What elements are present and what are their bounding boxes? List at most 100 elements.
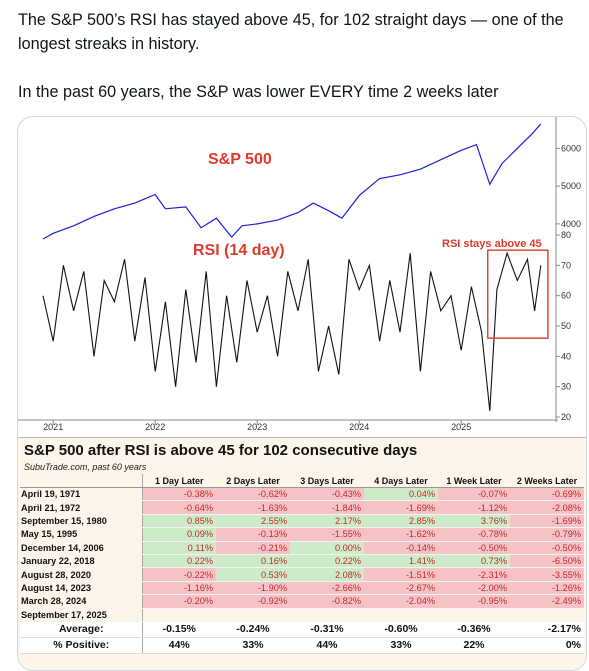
y-tick-label: 70 [561,260,571,270]
y-tick-label: 5000 [561,181,581,191]
rsi-streak-box [487,249,549,339]
row-value [510,608,584,622]
row-value [364,608,438,622]
row-value: 0.22% [142,554,216,569]
row-value: -6.50% [510,554,584,569]
average-value: -0.36% [438,620,510,638]
row-date: April 19, 1971 [20,487,143,502]
row-date: August 28, 2020 [20,567,143,582]
positive-value: 44% [142,637,216,654]
row-value: -0.13% [216,527,290,542]
row-value: -0.20% [142,594,216,609]
table-row: August 14, 2023 -1.16% -1.90% -2.66% -2.67% -… [20,581,584,596]
row-value: -2.67% [364,581,438,596]
header-col-5: 1 Week Later [438,474,510,488]
row-date: September 17, 2025 [20,608,143,622]
table-row: August 28, 2020 -0.22% 0.53% 2.08% -1.51% -2.… [20,567,584,582]
row-value [216,608,290,622]
chart-svg: 2021 2022 2023 2024 2025 4000 5000 6000 20 30 40 50… [18,117,581,432]
row-value: -0.50% [510,541,584,555]
table-body: April 19, 1971 -0.38% -0.62% -0.43% 0.04% -0.… [20,487,584,654]
row-value: 2.08% [290,567,364,582]
x-tick-label: 2023 [247,422,267,432]
average-value: -0.31% [290,620,364,638]
positive-value: 44% [290,637,364,654]
positive-value: 22% [438,637,510,654]
row-value: -1.62% [364,527,438,542]
row-value: 0.00% [290,541,364,555]
row-value: -1.26% [510,581,584,596]
row-value: -0.43% [290,487,364,502]
row-value: -1.12% [438,500,510,515]
row-value: -0.69% [510,487,584,502]
positive-value: 33% [364,637,438,654]
row-value: -1.63% [216,500,290,515]
average-value: -0.15% [142,620,216,638]
row-value: -0.07% [438,487,510,502]
positive-value: 33% [216,637,290,654]
y-tick-label: 60 [561,291,571,301]
average-value: -0.24% [216,620,290,638]
x-tick-label: 2025 [451,422,471,432]
row-value: -2.66% [290,581,364,596]
row-value [290,608,364,622]
y-tick-label: 80 [561,230,571,240]
table-row: April 21, 1972 -0.64% -1.63% -1.84% -1.69% -1… [20,500,584,515]
row-value: 2.85% [364,514,438,529]
row-value: -0.22% [142,567,216,582]
row-value: -0.92% [216,594,290,609]
row-value: 2.17% [290,514,364,529]
row-value: -2.08% [510,500,584,515]
row-value: -1.84% [290,500,364,515]
table-row: September 15, 1980 0.85% 2.55% 2.17% 2.85% 3.… [20,514,584,529]
header-col-3: 3 Days Later [290,474,364,488]
header-col-4: 4 Days Later [364,474,438,488]
rsi-chart-label: RSI (14 day) [193,242,285,259]
table-row: April 19, 1971 -0.38% -0.62% -0.43% 0.04% -0.… [20,487,584,502]
results-table-block: S&P 500 after RSI is above 45 for 102 co… [18,437,586,670]
row-value: -2.49% [510,594,584,609]
x-tick-label: 2022 [145,422,165,432]
row-value: -3.55% [510,567,584,582]
row-value: 2.55% [216,514,290,529]
row-date: May 15, 1995 [20,527,143,542]
row-value: 0.73% [438,554,510,569]
table-row: January 22, 2018 0.22% 0.16% 0.22% 1.41% 0.73… [20,554,584,569]
row-value [142,608,216,622]
row-value: -0.38% [142,487,216,502]
row-value: 0.85% [142,514,216,529]
row-value: -0.50% [438,541,510,555]
row-value: -2.31% [438,567,510,582]
row-value: -1.69% [364,500,438,515]
row-date: January 22, 2018 [20,554,143,569]
row-value: -1.55% [290,527,364,542]
positive-row: % Positive: 44% 33% 44% 33% 22% 0% [20,637,584,654]
average-label: Average: [20,620,143,638]
header-col-2: 2 Days Later [216,474,290,488]
row-value: -2.00% [438,581,510,596]
row-value: 3.76% [438,514,510,529]
table-title: S&P 500 after RSI is above 45 for 102 co… [24,442,418,459]
average-value: -0.60% [364,620,438,638]
results-table: 1 Day Later 2 Days Later 3 Days Later 4 Day… [20,474,584,654]
row-date: March 28, 2024 [20,594,143,609]
row-value: -0.95% [438,594,510,609]
tweet-text: The S&P 500’s RSI has stayed above 45, f… [18,8,578,104]
average-value: -2.17% [510,620,584,638]
rsi-series-line [42,251,542,411]
row-value: -1.51% [364,567,438,582]
row-value: -1.90% [216,581,290,596]
row-value: -0.64% [142,500,216,515]
row-date: August 14, 2023 [20,581,143,596]
tweet-media-image[interactable]: 2021 2022 2023 2024 2025 4000 5000 6000 20 30 40 50… [17,116,587,671]
table-row: May 15, 1995 0.09% -0.13% -1.55% -1.62% -0.78… [20,527,584,542]
average-row: Average: -0.15% -0.24% -0.31% -0.60% -0.36% -2… [20,620,584,638]
row-value [438,608,510,622]
rsi-annotation-label: RSI stays above 45 [442,238,542,250]
row-value: 0.04% [364,487,438,502]
header-col-1: 1 Day Later [142,474,216,488]
row-value: -0.14% [364,541,438,555]
chart-area: 2021 2022 2023 2024 2025 4000 5000 6000 20 30 40 50… [18,117,586,437]
header-date [20,474,143,488]
y-tick-label: 40 [561,351,571,361]
